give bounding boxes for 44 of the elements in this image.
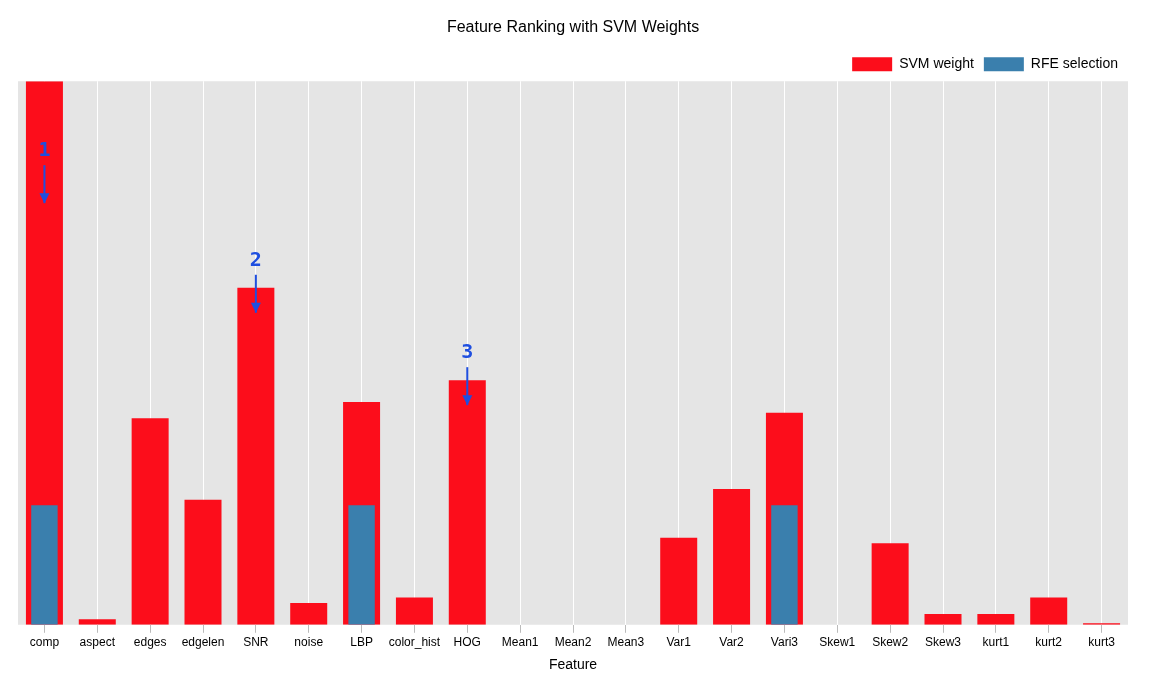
bar (395, 597, 433, 625)
bar (184, 499, 222, 625)
x-tick-label: SNR (243, 635, 269, 650)
bar (713, 488, 751, 625)
x-tick-label: Skew1 (819, 635, 856, 650)
annotation: 2 (249, 246, 262, 271)
x-tick-label: Vari3 (770, 635, 799, 650)
bar (660, 537, 698, 625)
bar (871, 543, 909, 625)
bar (237, 287, 275, 625)
x-tick-label: comp (29, 635, 60, 650)
x-tick-label: color_hist (388, 635, 441, 650)
bar (131, 418, 169, 625)
x-tick-label: Skew2 (872, 635, 909, 650)
bar (290, 603, 328, 625)
x-tick-label: kurt1 (982, 635, 1010, 650)
annotation: 1 (38, 137, 51, 162)
x-tick-label: Skew3 (924, 635, 962, 650)
bar (1030, 597, 1068, 625)
x-tick-label: Var1 (666, 635, 692, 650)
bar (78, 619, 116, 625)
x-tick-label: Var2 (719, 635, 745, 650)
x-axis-title: Feature (548, 656, 598, 673)
x-tick-label: aspect (79, 635, 116, 650)
annotation: 3 (461, 339, 474, 364)
x-tick-label: edgelen (181, 635, 225, 650)
bar (771, 505, 798, 625)
bar (924, 613, 962, 625)
x-tick-label: kurt3 (1088, 635, 1116, 650)
chart-title: Feature Ranking with SVM Weights (446, 18, 700, 36)
x-tick-label: LBP (350, 635, 373, 650)
x-tick-label: edges (133, 635, 167, 650)
x-tick-label: Mean3 (607, 635, 645, 650)
x-tick-label: Mean1 (501, 635, 539, 650)
bar (31, 505, 58, 625)
x-tick-label: noise (294, 635, 324, 650)
x-tick-label: HOG (453, 635, 481, 650)
legend-label: SVM weight (899, 55, 974, 72)
legend-label: RFE selection (1030, 55, 1119, 72)
bar (977, 613, 1015, 625)
x-tick-label: kurt2 (1035, 635, 1063, 650)
bar (348, 505, 375, 625)
x-tick-label: Mean2 (554, 635, 592, 650)
bar (448, 380, 486, 625)
